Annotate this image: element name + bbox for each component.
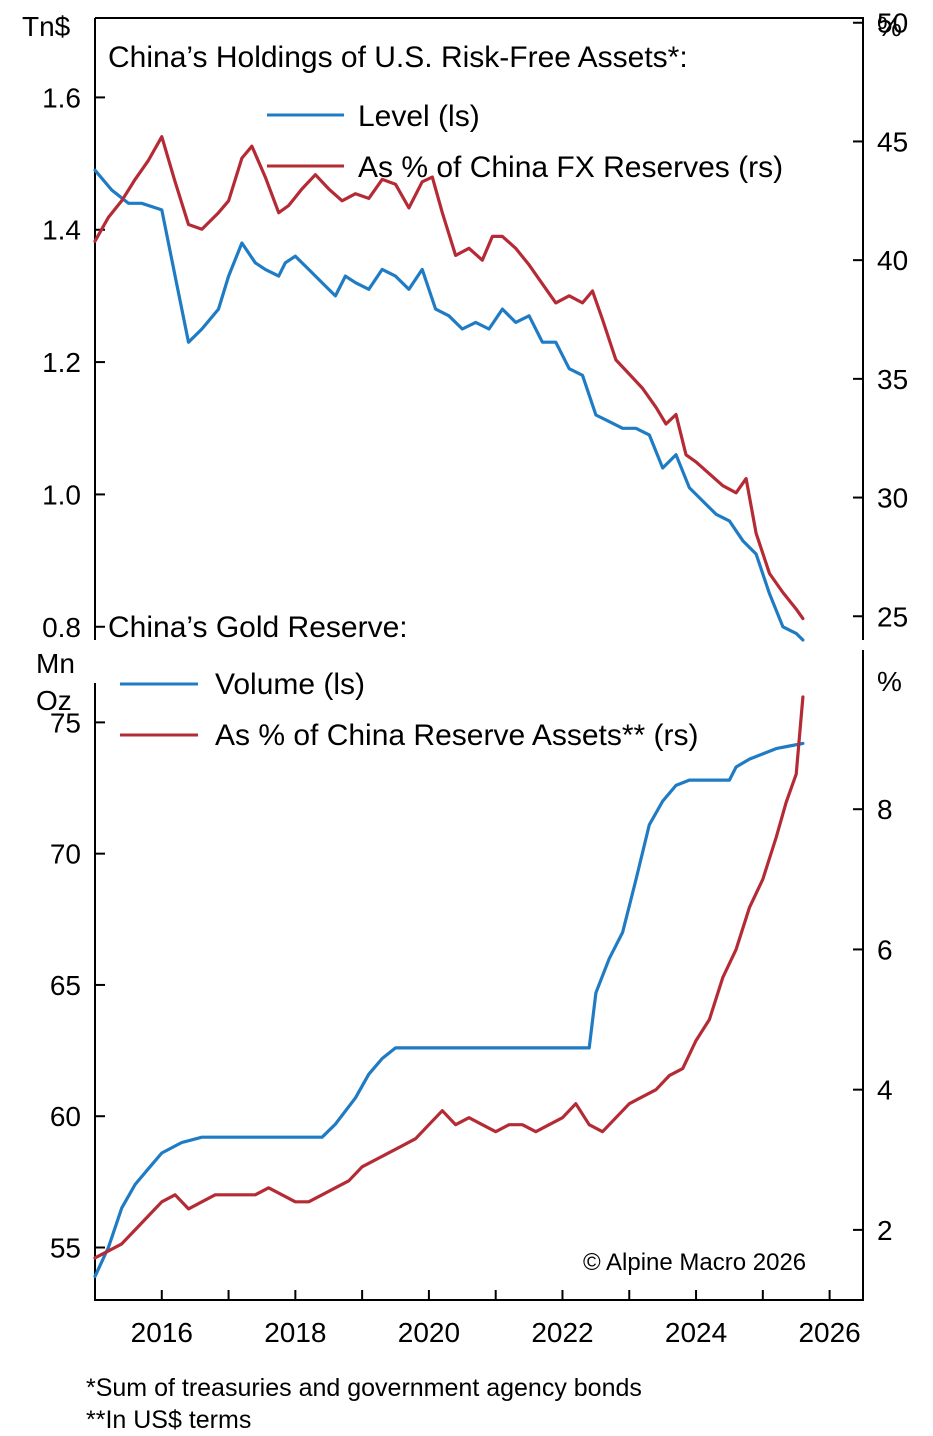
top-series-lines <box>93 135 805 642</box>
top-legend-red-label: As % of China FX Reserves (rs) <box>358 151 783 184</box>
top-panel-frame <box>94 17 864 640</box>
bottom-legend-blue-label: Volume (ls) <box>215 668 365 701</box>
top-legend-blue-label: Level (ls) <box>358 100 480 133</box>
top-series-blue-line <box>93 168 805 642</box>
top-left-tick-label-3: 1.4 <box>42 215 81 246</box>
bottom-left-unit-line2: Oz <box>36 685 72 716</box>
top-right-tick-label-5: 50 <box>877 8 908 39</box>
bottom-left-tick-label-1: 60 <box>50 1101 81 1132</box>
footnote-2: **In US$ terms <box>86 1406 252 1434</box>
bottom-series-blue-line <box>93 741 805 1279</box>
bottom-series-red-line <box>93 695 805 1260</box>
bottom-left-axis-ticks: 55 60 65 70 75 <box>50 707 105 1263</box>
copyright-annotation: © Alpine Macro 2026 <box>583 1249 806 1276</box>
bottom-left-tick-label-0: 55 <box>50 1232 81 1263</box>
x-tick-label-2016: 2016 <box>131 1317 193 1348</box>
bottom-left-tick-label-2: 65 <box>50 970 81 1001</box>
top-right-unit: % <box>877 11 902 42</box>
bottom-right-tick-label-0: 2 <box>877 1215 893 1246</box>
bottom-panel: China’s Gold Reserve: Mn Oz % Volume (ls… <box>36 611 902 1348</box>
bottom-left-unit-line1: Mn <box>36 648 75 679</box>
bottom-panel-title: China’s Gold Reserve: <box>108 611 408 644</box>
bottom-x-axis-ticks: 2016 2018 2020 2022 2024 2026 <box>94 1290 861 1348</box>
top-left-tick-label-1: 1.0 <box>42 479 81 510</box>
bottom-right-tick-label-2: 6 <box>877 934 893 965</box>
bottom-right-axis-ticks: 2 4 6 8 <box>853 794 893 1246</box>
x-tick-label-2026: 2026 <box>798 1317 860 1348</box>
bottom-right-tick-label-3: 8 <box>877 794 893 825</box>
top-left-tick-label-2: 1.2 <box>42 347 81 378</box>
x-tick-label-2020: 2020 <box>398 1317 460 1348</box>
bottom-left-tick-label-4: 75 <box>50 707 81 738</box>
top-panel: Tn$ % China’s Holdings of U.S. Risk-Free… <box>22 8 908 643</box>
top-series-red-line <box>93 135 805 621</box>
top-right-tick-label-4: 45 <box>877 126 908 157</box>
bottom-right-unit: % <box>877 666 902 697</box>
top-right-tick-label-0: 25 <box>877 601 908 632</box>
x-tick-label-2022: 2022 <box>531 1317 593 1348</box>
top-panel-title: China’s Holdings of U.S. Risk-Free Asset… <box>108 41 688 74</box>
x-tick-label-2018: 2018 <box>264 1317 326 1348</box>
top-right-tick-label-1: 30 <box>877 483 908 514</box>
bottom-left-tick-label-3: 70 <box>50 839 81 870</box>
x-tick-label-2024: 2024 <box>665 1317 727 1348</box>
bottom-panel-frame <box>94 650 864 1301</box>
top-right-axis-ticks: 25 30 35 40 45 50 <box>853 8 908 632</box>
top-right-tick-label-2: 35 <box>877 364 908 395</box>
top-left-tick-label-4: 1.6 <box>42 82 81 113</box>
top-left-unit: Tn$ <box>22 11 71 42</box>
top-right-tick-label-3: 40 <box>877 245 908 276</box>
bottom-series-lines <box>93 695 805 1279</box>
footnote-1: *Sum of treasuries and government agency… <box>86 1374 642 1402</box>
top-left-axis-ticks: 0.8 1.0 1.2 1.4 1.6 <box>42 82 105 643</box>
top-left-tick-label-0: 0.8 <box>42 612 81 643</box>
bottom-right-tick-label-1: 4 <box>877 1075 893 1106</box>
bottom-legend-red-label: As % of China Reserve Assets** (rs) <box>215 719 699 752</box>
